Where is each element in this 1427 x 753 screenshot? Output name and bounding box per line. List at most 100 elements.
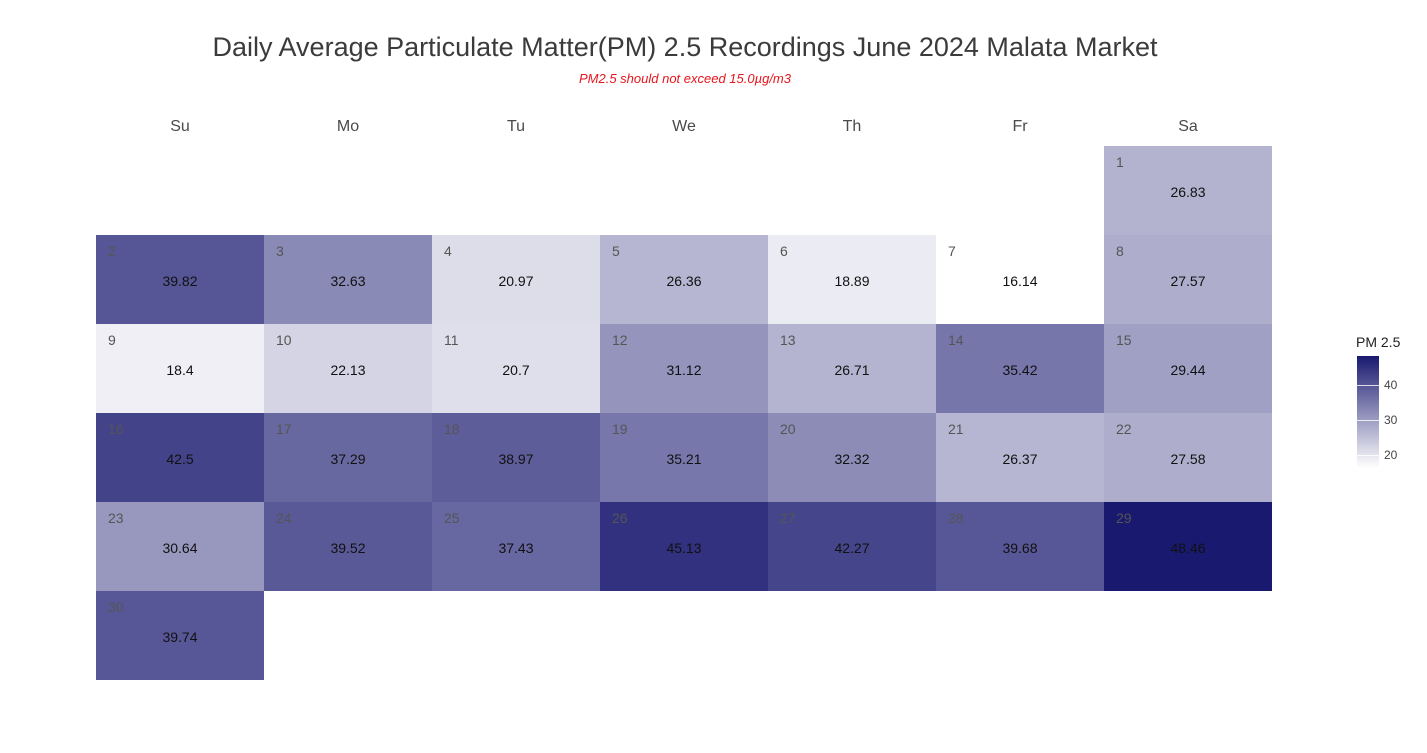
pm25-value-label: 35.42 [1002, 362, 1038, 378]
day-number-label: 23 [108, 510, 124, 526]
calendar-day-cell: 11 20.7 [432, 324, 600, 413]
calendar-day-cell: 15 29.44 [1104, 324, 1272, 413]
legend-title: PM 2.5 [1356, 334, 1401, 350]
calendar-day-cell: 29 48.46 [1104, 502, 1272, 591]
day-number-label: 1 [1116, 154, 1124, 170]
calendar-day-cell: 9 18.4 [96, 324, 264, 413]
calendar-day-cell: 3 32.63 [264, 235, 432, 324]
legend-tick-label: 20 [1384, 447, 1398, 462]
day-number-label: 6 [780, 243, 788, 259]
pm25-value-label: 18.89 [834, 273, 870, 289]
pm25-value-label: 26.83 [1170, 184, 1206, 200]
pm25-value-label: 45.13 [666, 540, 702, 556]
pm25-value-label: 32.32 [834, 451, 870, 467]
calendar-day-cell: 6 18.89 [768, 235, 936, 324]
day-number-label: 16 [108, 421, 124, 437]
weekday-label: We [672, 118, 696, 135]
day-number-label: 11 [444, 332, 459, 348]
day-number-label: 10 [276, 332, 292, 348]
chart-subtitle: PM2.5 should not exceed 15.0µg/m3 [578, 71, 791, 86]
weekday-label: Tu [506, 118, 526, 135]
day-number-label: 3 [276, 243, 284, 259]
day-number-label: 14 [948, 332, 964, 348]
calendar-day-cell: 27 42.27 [768, 502, 936, 591]
calendar-day-cell: 21 26.37 [936, 413, 1104, 502]
calendar-day-cell: 26 45.13 [600, 502, 768, 591]
pm25-value-label: 39.74 [162, 629, 198, 645]
weekday-label: Su [170, 118, 190, 135]
calendar-day-cell: 22 27.58 [1104, 413, 1272, 502]
pm25-value-label: 27.57 [1170, 273, 1206, 289]
pm25-value-label: 35.21 [666, 451, 702, 467]
day-number-label: 17 [276, 421, 292, 437]
pm25-value-label: 26.36 [666, 273, 702, 289]
pm25-value-label: 48.46 [1170, 540, 1206, 556]
pm25-value-label: 38.97 [498, 451, 534, 467]
legend-colorbar [1357, 356, 1379, 468]
calendar-day-cell: 1 26.83 [1104, 146, 1272, 235]
pm25-value-label: 37.29 [330, 451, 366, 467]
pm25-value-label: 39.52 [330, 540, 366, 556]
pm25-value-label: 26.37 [1002, 451, 1038, 467]
calendar-day-cell: 18 38.97 [432, 413, 600, 502]
pm25-value-label: 39.82 [162, 273, 198, 289]
legend-tick-mark [1357, 419, 1379, 421]
day-number-label: 21 [948, 421, 964, 437]
pm25-value-label: 42.27 [834, 540, 870, 556]
pm25-value-label: 20.97 [498, 273, 534, 289]
day-number-label: 13 [780, 332, 796, 348]
calendar-day-cell: 16 42.5 [96, 413, 264, 502]
calendar-day-cell: 5 26.36 [600, 235, 768, 324]
pm25-value-label: 18.4 [166, 362, 194, 378]
pm25-value-label: 16.14 [1002, 273, 1038, 289]
calendar-day-cell: 19 35.21 [600, 413, 768, 502]
day-number-label: 8 [1116, 243, 1124, 259]
calendar-day-cell: 28 39.68 [936, 502, 1104, 591]
day-number-label: 7 [948, 243, 956, 259]
day-number-label: 30 [108, 599, 124, 615]
day-number-label: 19 [612, 421, 628, 437]
pm25-value-label: 20.7 [502, 362, 530, 378]
chart-title: Daily Average Particulate Matter(PM) 2.5… [212, 32, 1158, 62]
day-number-label: 28 [948, 510, 964, 526]
day-number-label: 22 [1116, 421, 1132, 437]
pm25-value-label: 30.64 [162, 540, 198, 556]
pm25-value-label: 22.13 [330, 362, 366, 378]
legend-tick-mark [1357, 385, 1379, 387]
weekday-label: Sa [1178, 118, 1198, 135]
day-number-label: 18 [444, 421, 460, 437]
calendar-day-cell: 25 37.43 [432, 502, 600, 591]
pm25-value-label: 37.43 [498, 540, 534, 556]
legend-tick-label: 30 [1384, 412, 1398, 427]
pm25-value-label: 26.71 [834, 362, 870, 378]
pm25-value-label: 27.58 [1170, 451, 1206, 467]
day-number-label: 25 [444, 510, 460, 526]
calendar-day-cell: 7 16.14 [936, 235, 1104, 324]
pm25-value-label: 29.44 [1170, 362, 1206, 378]
weekday-label: Fr [1012, 118, 1028, 135]
calendar-day-cell: 2 39.82 [96, 235, 264, 324]
calendar-day-cell: 24 39.52 [264, 502, 432, 591]
legend-tick-label: 40 [1384, 378, 1398, 393]
weekday-label: Th [842, 118, 862, 135]
legend-tick-mark [1357, 454, 1379, 456]
day-number-label: 20 [780, 421, 796, 437]
day-number-label: 9 [108, 332, 116, 348]
calendar-day-cell: 14 35.42 [936, 324, 1104, 413]
calendar-day-cell: 17 37.29 [264, 413, 432, 502]
calendar-day-cell: 23 30.64 [96, 502, 264, 591]
day-number-label: 26 [612, 510, 628, 526]
day-number-label: 5 [612, 243, 620, 259]
pm25-value-label: 32.63 [330, 273, 366, 289]
calendar-day-cell: 4 20.97 [432, 235, 600, 324]
calendar-day-cell: 20 32.32 [768, 413, 936, 502]
pm25-value-label: 42.5 [166, 451, 194, 467]
calendar-day-cell: 30 39.74 [96, 591, 264, 680]
calendar-day-cell: 10 22.13 [264, 324, 432, 413]
day-number-label: 24 [276, 510, 292, 526]
day-number-label: 2 [108, 243, 116, 259]
day-number-label: 12 [612, 332, 628, 348]
day-number-label: 4 [444, 243, 452, 259]
day-number-label: 27 [780, 510, 796, 526]
weekday-label: Mo [336, 118, 360, 135]
